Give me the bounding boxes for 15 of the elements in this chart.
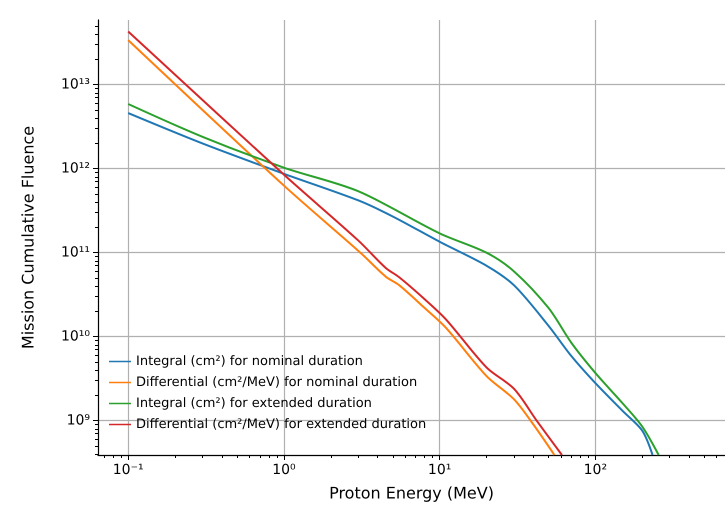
legend-label: Differential (cm²/MeV) for extended duration: [136, 417, 426, 432]
y-tick-label: 10¹²: [60, 160, 90, 177]
x-tick-label: 10⁰: [272, 462, 296, 478]
x-tick-label: 10²: [584, 462, 608, 478]
legend-label: Differential (cm²/MeV) for nominal duration: [136, 375, 418, 390]
y-axis-title: Mission Cumulative Fluence: [18, 126, 38, 350]
y-tick-label: 10¹¹: [60, 244, 90, 261]
x-tick-label: 10⁻¹: [112, 462, 144, 478]
y-tick-label: 10¹³: [60, 76, 90, 93]
y-tick-label: 10¹⁰: [60, 328, 90, 345]
legend-label: Integral (cm²) for nominal duration: [136, 354, 363, 369]
legend-label: Integral (cm²) for extended duration: [136, 396, 372, 411]
y-tick-label: 10⁹: [66, 412, 90, 429]
x-tick-label: 10¹: [428, 462, 452, 478]
x-axis-title: Proton Energy (MeV): [329, 484, 494, 502]
